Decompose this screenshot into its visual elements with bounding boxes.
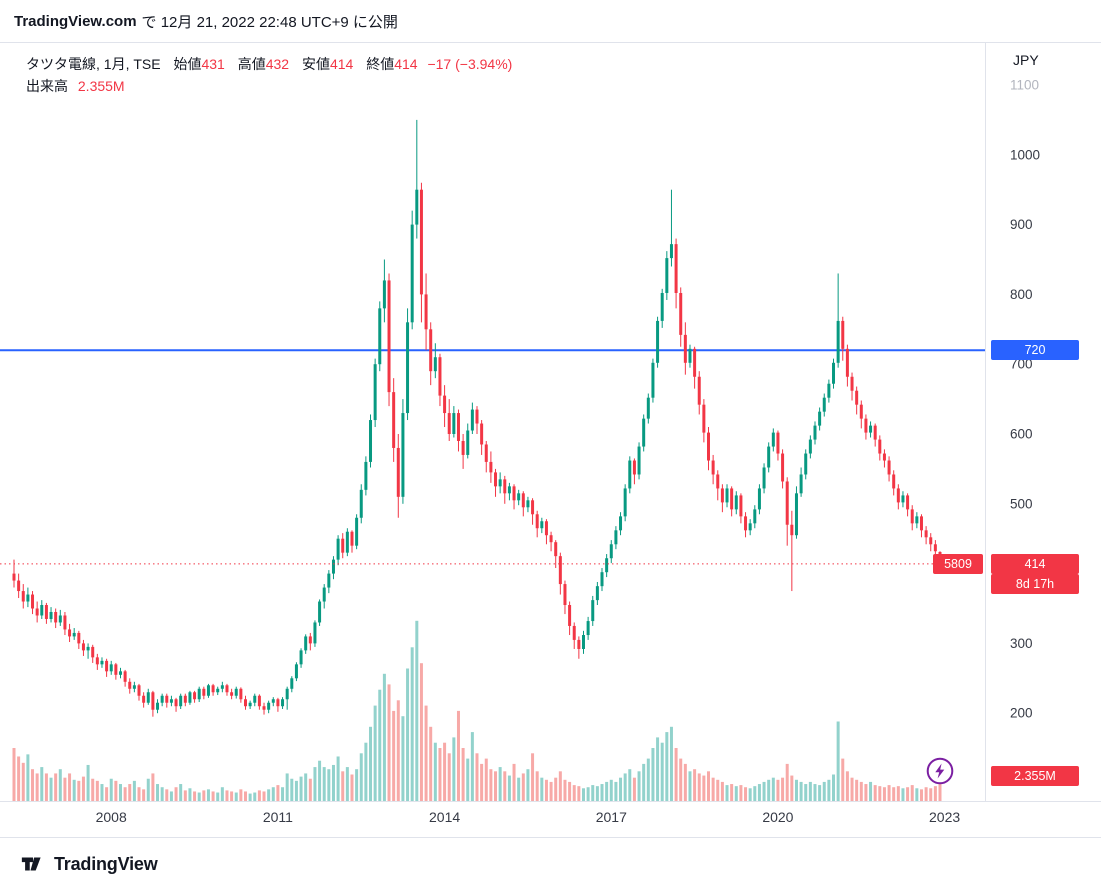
price-tick-label: 900 [1010,217,1033,232]
volume-badge: 2.355M [991,766,1079,787]
time-tick-label: 2008 [96,809,127,825]
time-tick-label: 2017 [596,809,627,825]
price-tick-label: 800 [1010,287,1033,302]
symbol-badge: 5809 [933,553,983,574]
time-axis[interactable] [0,802,1101,837]
candles-series [12,119,942,717]
currency-label: JPY [1013,52,1039,68]
change-value: −17 (−3.94%) [427,56,513,72]
chart-canvas[interactable]: 1100 1000 900 800 700 600 500 300 200 2008 2011 201… [0,43,1101,837]
price-tick-label: 1000 [1010,147,1040,162]
symbol-title: タツタ電線, 1月, TSE [26,56,161,72]
footer: TradingView [0,837,1101,891]
price-tick-label: 200 [1010,706,1033,721]
close-value: 414 [394,56,418,72]
low-value: 414 [329,56,354,72]
publish-timestamp: で 12月 21, 2022 22:48 UTC+9 に公開 [141,13,398,31]
volume-series [12,620,942,801]
last-price-badge: 414 [991,553,1079,574]
level-badge-720: 720 [991,340,1079,361]
legend-row-ohlc: タツタ電線, 1月, TSE 始値431 高値432 安値414 終値414 −… [26,53,512,75]
volume-label: 出来高 [26,78,68,94]
lightning-icon[interactable] [926,757,954,785]
low-label: 安値 [301,56,330,72]
price-tick-label: 300 [1010,636,1033,651]
open-label: 始値 [173,56,202,72]
time-tick-label: 2020 [762,809,793,825]
tradingview-link[interactable]: TradingView.com [14,12,137,30]
publish-header: TradingView.com で 12月 21, 2022 22:48 UTC… [0,0,1101,42]
time-tick-label: 2014 [429,809,460,825]
legend-row-volume: 出来高 2.355M [26,75,512,97]
chart-card: 1100 1000 900 800 700 600 500 300 200 2008 2011 201… [0,42,1101,838]
tradingview-logo-icon[interactable] [20,851,46,877]
open-value: 431 [201,56,225,72]
bar-countdown-badge: 8d 17h [991,573,1079,594]
price-tick-label: 500 [1010,496,1033,511]
high-value: 432 [265,56,290,72]
time-tick-label: 2023 [929,809,960,825]
time-tick-label: 2011 [263,809,293,825]
high-label: 高値 [237,56,266,72]
price-tick-label: 600 [1010,427,1033,442]
tradingview-wordmark[interactable]: TradingView [54,853,158,874]
price-axis[interactable] [986,43,1101,801]
close-label: 終値 [366,56,395,72]
price-tick-label: 700 [1010,357,1033,372]
chart-legend: タツタ電線, 1月, TSE 始値431 高値432 安値414 終値414 −… [26,53,512,97]
volume-value: 2.355M [77,78,125,94]
price-tick-label: 1100 [1010,78,1039,93]
